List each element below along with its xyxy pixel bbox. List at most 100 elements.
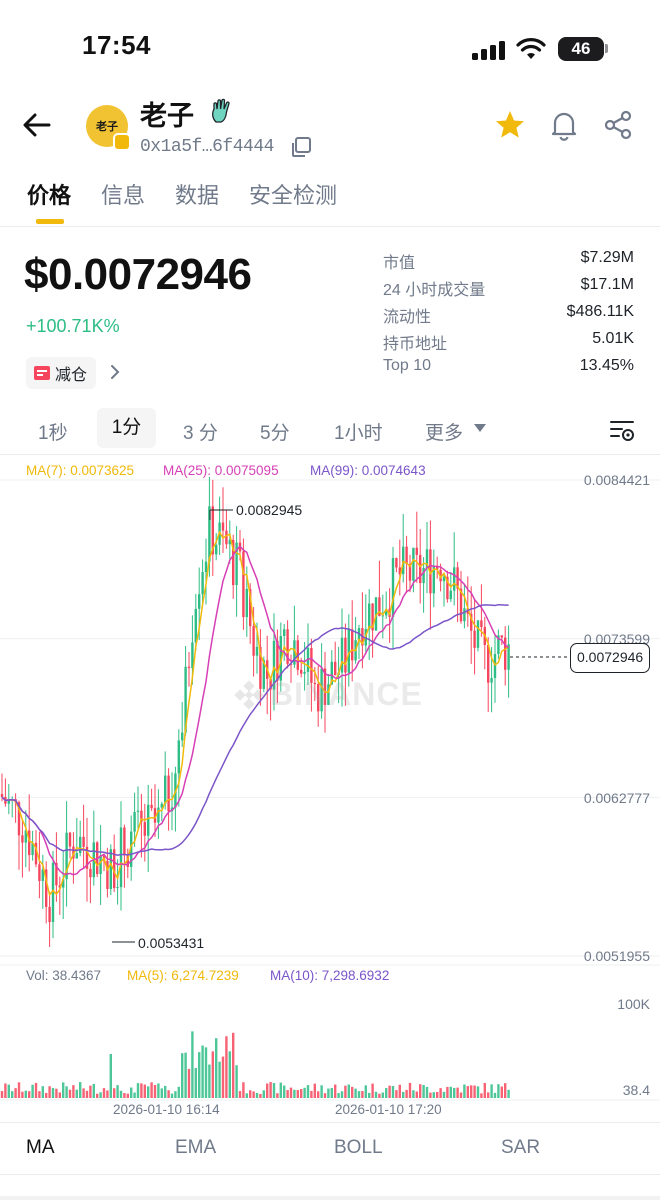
volume-bar	[371, 1083, 374, 1098]
candle-body	[415, 547, 418, 555]
price-axis-tick-4: 0.0051955	[583, 948, 650, 964]
indicator-sar[interactable]: SAR	[501, 1137, 541, 1158]
volume-bar	[51, 1088, 55, 1098]
contract-address[interactable]: 0x1a5f…6f4444	[140, 137, 274, 157]
candle-body	[79, 836, 82, 854]
stat-label-top10: Top 10	[383, 357, 432, 374]
volume-bar	[194, 1068, 197, 1098]
interval-5m[interactable]: 5分	[260, 423, 290, 444]
volume-bar	[320, 1085, 323, 1098]
candlestick-chart[interactable]	[0, 460, 660, 1120]
volume-ma5-label: MA(5): 6,274.7239	[127, 968, 239, 983]
candle-body	[408, 563, 412, 581]
indicator-divider-top	[0, 1122, 660, 1123]
volume-bar	[293, 1089, 296, 1098]
candle-body	[147, 804, 150, 836]
volume-bar	[283, 1085, 286, 1098]
candle-body	[89, 868, 92, 878]
volume-bar	[218, 1061, 221, 1098]
indicator-ema[interactable]: EMA	[175, 1137, 217, 1158]
volume-bar	[89, 1085, 92, 1098]
candle-body	[323, 668, 327, 705]
tab-price[interactable]: 价格	[27, 183, 72, 208]
candle-body	[48, 906, 51, 923]
volume-axis-tick-2: 38.4	[622, 1082, 650, 1098]
candle-body	[24, 830, 27, 843]
candle-body	[126, 855, 129, 867]
candle-body	[221, 522, 225, 531]
volume-bar	[14, 1088, 17, 1098]
tab-data[interactable]: 数据	[175, 183, 220, 208]
volume-bar	[378, 1093, 381, 1098]
volume-bar	[167, 1090, 170, 1098]
volume-bar	[276, 1093, 279, 1098]
cellular-signal-icon	[472, 41, 505, 60]
volume-label: Vol: 38.4367	[26, 968, 102, 983]
copy-icon[interactable]	[290, 136, 312, 158]
more-dropdown-icon[interactable]	[474, 424, 486, 432]
current-price-tag: 0.0072946	[570, 643, 651, 673]
volume-bar	[327, 1088, 330, 1098]
volume-bar	[126, 1093, 129, 1098]
tab-security-check[interactable]: 安全检测	[249, 183, 338, 208]
volume-bar	[364, 1085, 367, 1098]
stat-value-market-cap: $7.29M	[580, 249, 634, 266]
interval-1m[interactable]: 1分	[97, 408, 156, 448]
candle-body	[31, 842, 34, 856]
candle-body	[330, 661, 333, 685]
stat-label-market-cap: 市值	[383, 255, 416, 272]
share-icon[interactable]	[601, 108, 635, 142]
volume-bar	[476, 1086, 480, 1098]
candle-body	[167, 775, 170, 812]
back-arrow-icon[interactable]	[20, 108, 54, 142]
volume-bar	[487, 1092, 490, 1098]
favorite-star-icon[interactable]	[493, 108, 527, 142]
volume-bar	[235, 1065, 238, 1098]
volume-bar	[136, 1083, 140, 1098]
x-tick-label-2: 2026-01-10 17:20	[335, 1102, 442, 1117]
volume-bar	[225, 1036, 228, 1098]
interval-3m[interactable]: 3 分	[183, 423, 218, 444]
candle-body	[160, 803, 163, 808]
volume-bar	[313, 1083, 316, 1098]
candle-body	[198, 594, 201, 609]
volume-bar	[269, 1082, 272, 1098]
volume-bar	[204, 1047, 208, 1098]
candle-body	[150, 804, 153, 809]
interval-divider	[0, 454, 660, 455]
interval-more[interactable]: 更多	[425, 423, 464, 444]
indicator-boll[interactable]: BOLL	[334, 1137, 383, 1158]
candle-body	[235, 542, 238, 586]
volume-bar	[211, 1051, 214, 1098]
low-price-marker: 0.0053431	[138, 935, 205, 951]
volume-bar	[419, 1084, 422, 1098]
volume-bar	[255, 1092, 259, 1098]
stat-label-holders: 持币地址	[383, 336, 448, 353]
bell-icon[interactable]	[547, 108, 581, 142]
volume-bar	[412, 1090, 415, 1098]
volume-bar	[408, 1082, 412, 1098]
chain-badge-icon	[113, 133, 131, 151]
volume-bar	[405, 1089, 408, 1098]
indicator-ma[interactable]: MA	[26, 1137, 55, 1158]
candle-body	[259, 646, 262, 689]
volume-bar	[11, 1091, 14, 1098]
reduce-position-tag[interactable]: 减仓	[26, 357, 96, 389]
candle-body	[313, 682, 316, 685]
candle-body	[72, 846, 75, 859]
candle-body	[276, 640, 279, 681]
candle-body	[225, 530, 228, 545]
stat-label-liquidity: 流动性	[383, 309, 432, 326]
volume-bar	[317, 1091, 320, 1098]
interval-1h[interactable]: 1小时	[334, 423, 383, 444]
volume-bar	[34, 1082, 38, 1098]
interval-1s[interactable]: 1秒	[38, 423, 68, 444]
chevron-right-icon[interactable]	[108, 363, 122, 381]
ma25-label: MA(25): 0.0075095	[163, 463, 279, 478]
tab-info[interactable]: 信息	[101, 183, 146, 208]
volume-bar	[170, 1093, 174, 1098]
candle-body	[347, 629, 350, 673]
candle-body	[201, 572, 204, 595]
indicator-divider-bottom	[0, 1174, 660, 1175]
chart-settings-icon[interactable]	[608, 416, 636, 444]
